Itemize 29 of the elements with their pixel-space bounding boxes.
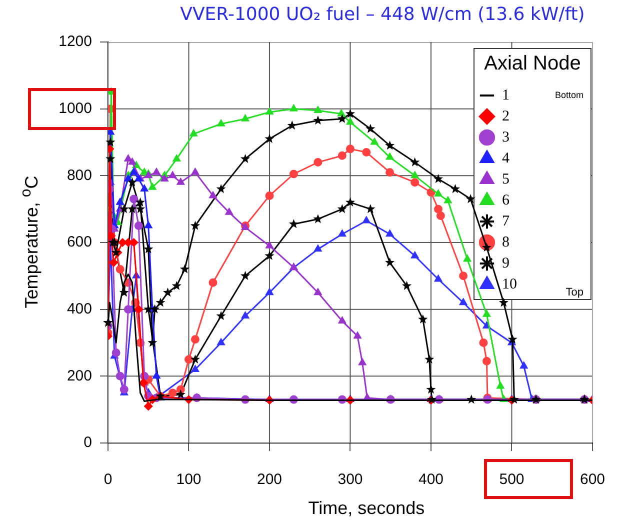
legend-label: 1	[502, 87, 510, 104]
x-tick-label: 300	[338, 471, 363, 488]
legend-label: 7	[502, 213, 510, 230]
annotation: Top	[566, 286, 584, 299]
legend-label: 3	[502, 129, 510, 146]
y-tick-label: 1000	[58, 100, 92, 117]
y-tick-label: 600	[66, 234, 92, 251]
x-tick-label: 400	[418, 471, 444, 488]
y-tick-label: 1200	[58, 33, 92, 50]
legend-title: Axial Node	[484, 52, 581, 75]
y-tick-label: 800	[66, 166, 92, 184]
x-tick-label: 0	[104, 471, 112, 488]
legend-label: 2	[502, 108, 510, 124]
y-tick-label: 200	[66, 367, 92, 384]
annotation: Bottom	[554, 90, 584, 100]
x-axis-title: Time, seconds	[307, 498, 426, 519]
x-tick-label: 600	[580, 471, 605, 488]
legend-label: 8	[502, 234, 510, 250]
x-tick-label: 100	[176, 471, 202, 488]
legend-label: 9	[502, 255, 510, 272]
x-tick-label: 200	[256, 471, 282, 488]
y-tick-label: 400	[66, 300, 92, 318]
y-tick-label: 0	[84, 434, 92, 452]
chart-title: VVER-1000 UO₂ fuel – 448 W/cm (13.6 kW/ft)	[179, 4, 586, 25]
legend-label: 6	[502, 192, 510, 208]
legend-label: 4	[502, 150, 510, 166]
legend-label: 10	[502, 276, 517, 292]
legend-label: 5	[502, 171, 510, 188]
x-tick-label: 500	[499, 471, 524, 488]
